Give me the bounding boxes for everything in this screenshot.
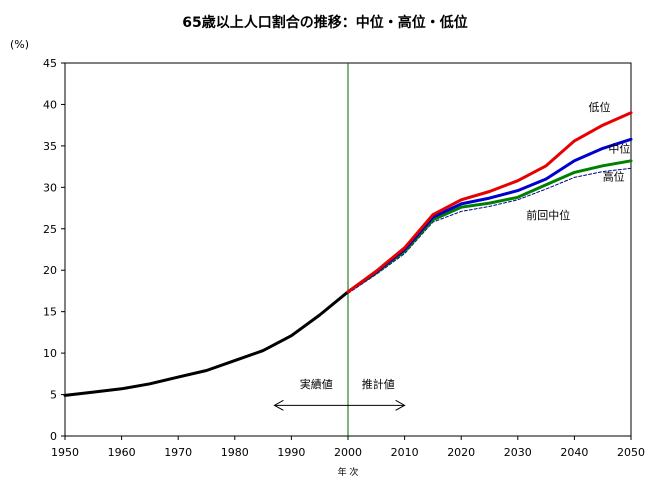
y-tick-label: 45 [43, 57, 57, 70]
series-label: 高位 [603, 170, 625, 184]
y-axis: 0 5 10 15 20 25 30 35 40 45 [43, 57, 65, 443]
x-tick-label: 1980 [221, 446, 249, 459]
x-tick-label: 1960 [108, 446, 136, 459]
series-lines [63, 111, 633, 397]
x-axis-label: 年 次 [338, 466, 359, 478]
x-axis: 1950 1960 1970 1980 1990 2000 2010 2020 2030 2040… [51, 436, 645, 459]
y-tick-label: 25 [43, 223, 57, 236]
series-line [347, 167, 632, 294]
series-label: 低位 [589, 100, 611, 114]
y-axis-label: (%) [10, 38, 29, 51]
series-line [346, 159, 633, 294]
x-tick-label: 2000 [334, 446, 362, 459]
y-tick-label: 30 [43, 181, 57, 194]
y-tick-label: 35 [43, 140, 57, 153]
actual-values-annotation: 実績値 [300, 377, 333, 391]
x-tick-label: 2030 [504, 446, 532, 459]
y-tick-label: 20 [43, 264, 57, 277]
arrow-left-head [273, 399, 284, 411]
x-tick-label: 1970 [164, 446, 192, 459]
y-tick-label: 0 [50, 430, 57, 443]
y-tick-label: 5 [50, 389, 57, 402]
y-tick-label: 15 [43, 306, 57, 319]
projected-values-annotation: 推計値 [362, 377, 395, 391]
x-tick-label: 2040 [560, 446, 588, 459]
x-tick-label: 2010 [391, 446, 419, 459]
x-tick-label: 1990 [277, 446, 305, 459]
series-label: 前回中位 [526, 208, 570, 222]
y-tick-label: 40 [43, 98, 57, 111]
series-label: 中位 [608, 142, 630, 156]
x-tick-label: 2050 [617, 446, 645, 459]
x-tick-label: 2020 [447, 446, 475, 459]
y-tick-label: 10 [43, 347, 57, 360]
series-line [346, 137, 633, 294]
series-line [63, 290, 350, 397]
x-tick-label: 1950 [51, 446, 79, 459]
chart-title: 65歳以上人口割合の推移：中位・高位・低位 [182, 14, 467, 31]
arrow-right-head [395, 399, 406, 411]
series-line [346, 111, 633, 294]
